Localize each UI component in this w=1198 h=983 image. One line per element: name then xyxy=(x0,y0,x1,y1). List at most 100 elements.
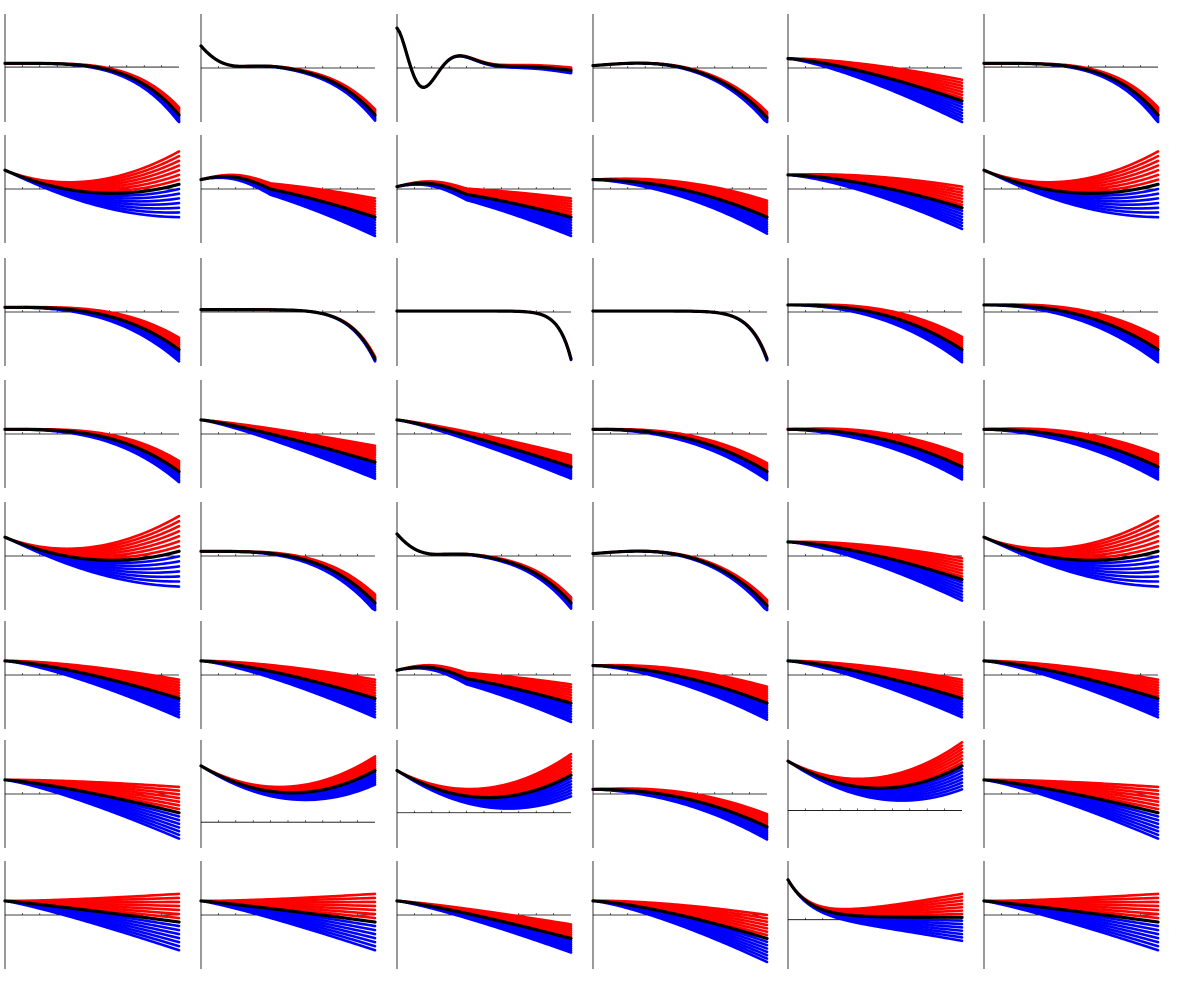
chart-panel-r5-c1 xyxy=(3,502,181,610)
series-line-lower xyxy=(199,308,377,362)
series-line-baseline xyxy=(982,535,1160,562)
chart-panel-r3-c3 xyxy=(395,258,573,366)
series-line-baseline xyxy=(982,659,1160,701)
series-line-upper xyxy=(199,308,377,358)
series-line-upper xyxy=(395,532,573,599)
chart-panel-r5-c4 xyxy=(591,502,769,612)
series-line-upper xyxy=(591,61,769,115)
series-line-upper xyxy=(395,26,573,89)
chart-panel-r8-c3 xyxy=(395,861,573,969)
chart-panel-r8-c1 xyxy=(3,861,181,969)
chart-panel-r2-c3 xyxy=(395,135,573,243)
chart-panel-r7-c2 xyxy=(199,740,377,848)
series-line-baseline xyxy=(199,308,377,361)
series-line-lower xyxy=(591,309,769,361)
series-line-upper xyxy=(395,532,573,603)
chart-panel-r6-c4 xyxy=(591,621,769,729)
series-line-upper xyxy=(395,26,573,89)
series-line-upper xyxy=(199,308,377,360)
series-line-upper xyxy=(591,61,769,116)
series-line-upper xyxy=(395,532,573,602)
series-line-lower xyxy=(199,308,377,362)
chart-panel-r6-c5 xyxy=(786,621,964,729)
series-line-baseline xyxy=(982,427,1160,469)
chart-panel-r5-c3 xyxy=(395,502,573,610)
chart-panel-r7-c3 xyxy=(395,740,573,848)
series-line-baseline xyxy=(395,768,573,800)
series-line-baseline xyxy=(199,764,377,795)
series-line-baseline xyxy=(395,532,573,605)
series-line-upper xyxy=(591,61,769,114)
series-line-upper xyxy=(591,309,769,360)
chart-panel-r2-c5 xyxy=(786,135,964,243)
series-line-baseline xyxy=(591,664,769,705)
series-line-upper xyxy=(395,309,573,360)
series-line-lower xyxy=(395,532,573,607)
series-line-lower xyxy=(199,44,377,118)
series-line-upper xyxy=(591,549,769,604)
series-line-baseline xyxy=(3,899,181,924)
series-line-baseline xyxy=(591,787,769,829)
chart-panel-r1-c4 xyxy=(591,14,769,124)
series-line-baseline xyxy=(786,659,964,701)
chart-panel-r3-c4 xyxy=(591,258,769,366)
series-line-lower xyxy=(395,26,573,89)
series-line-lower xyxy=(395,26,573,89)
series-line-baseline xyxy=(3,305,181,352)
series-line-upper xyxy=(395,309,573,360)
series-line-upper xyxy=(395,309,573,360)
series-line-upper xyxy=(395,532,573,601)
series-line-lower xyxy=(199,44,377,118)
series-line-baseline xyxy=(982,778,1160,815)
chart-panel-r4-c6 xyxy=(982,380,1160,488)
series-line-lower xyxy=(395,309,573,361)
chart-panel-r4-c4 xyxy=(591,380,769,488)
chart-panel-r1-c5 xyxy=(786,14,964,124)
chart-panel-r7-c4 xyxy=(591,740,769,848)
series-line-lower xyxy=(199,308,377,362)
series-line-upper xyxy=(395,309,573,360)
chart-panel-r7-c6 xyxy=(982,740,1160,848)
series-line-lower xyxy=(395,26,573,89)
series-line-upper xyxy=(199,44,377,112)
series-line-lower xyxy=(395,532,573,610)
series-line-upper xyxy=(199,44,377,114)
series-line-baseline xyxy=(199,549,377,605)
series-line-lower xyxy=(199,308,377,363)
series-line-upper xyxy=(395,26,573,89)
series-line-lower xyxy=(591,309,769,361)
series-line-upper xyxy=(199,44,377,114)
series-line-lower xyxy=(395,309,573,362)
series-line-lower xyxy=(395,309,573,362)
series-line-upper xyxy=(199,44,377,116)
series-line-baseline xyxy=(395,26,573,89)
series-line-lower xyxy=(199,308,377,363)
series-line-lower xyxy=(199,308,377,361)
series-line-lower xyxy=(395,309,573,361)
series-line-upper xyxy=(395,309,573,361)
series-line-upper xyxy=(591,549,769,602)
series-line-lower xyxy=(591,309,769,362)
series-line-upper xyxy=(199,44,377,115)
series-line-upper xyxy=(591,549,769,603)
series-line-baseline xyxy=(3,535,181,562)
series-line-lower xyxy=(395,532,573,606)
series-line-baseline xyxy=(591,549,769,608)
chart-panel-r8-c6 xyxy=(982,861,1160,969)
series-line-baseline xyxy=(199,174,377,219)
series-line-upper xyxy=(395,532,573,602)
series-line-lower xyxy=(395,309,573,361)
chart-panel-r3-c6 xyxy=(982,258,1160,366)
chart-panel-r4-c2 xyxy=(199,380,377,488)
series-line-upper xyxy=(591,549,769,603)
series-line-baseline xyxy=(591,61,769,120)
series-line-baseline xyxy=(786,303,964,352)
series-line-upper xyxy=(591,309,769,360)
series-line-lower xyxy=(199,44,377,122)
chart-panel-r1-c1 xyxy=(3,14,181,124)
series-line-lower xyxy=(395,532,573,608)
series-line-upper xyxy=(591,309,769,361)
series-line-baseline xyxy=(786,540,964,582)
series-line-lower xyxy=(199,44,377,121)
